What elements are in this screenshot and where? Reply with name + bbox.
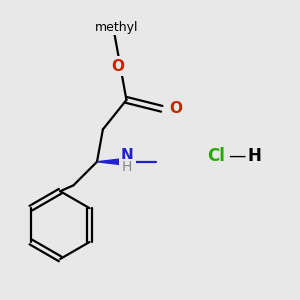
Text: O: O xyxy=(169,101,182,116)
Text: methyl: methyl xyxy=(94,21,138,34)
Text: Cl: Cl xyxy=(207,147,225,165)
Text: —: — xyxy=(228,147,245,165)
Text: H: H xyxy=(122,160,132,174)
Text: H: H xyxy=(248,147,262,165)
Text: N: N xyxy=(121,148,134,163)
Polygon shape xyxy=(97,158,126,165)
Text: O: O xyxy=(112,58,125,74)
